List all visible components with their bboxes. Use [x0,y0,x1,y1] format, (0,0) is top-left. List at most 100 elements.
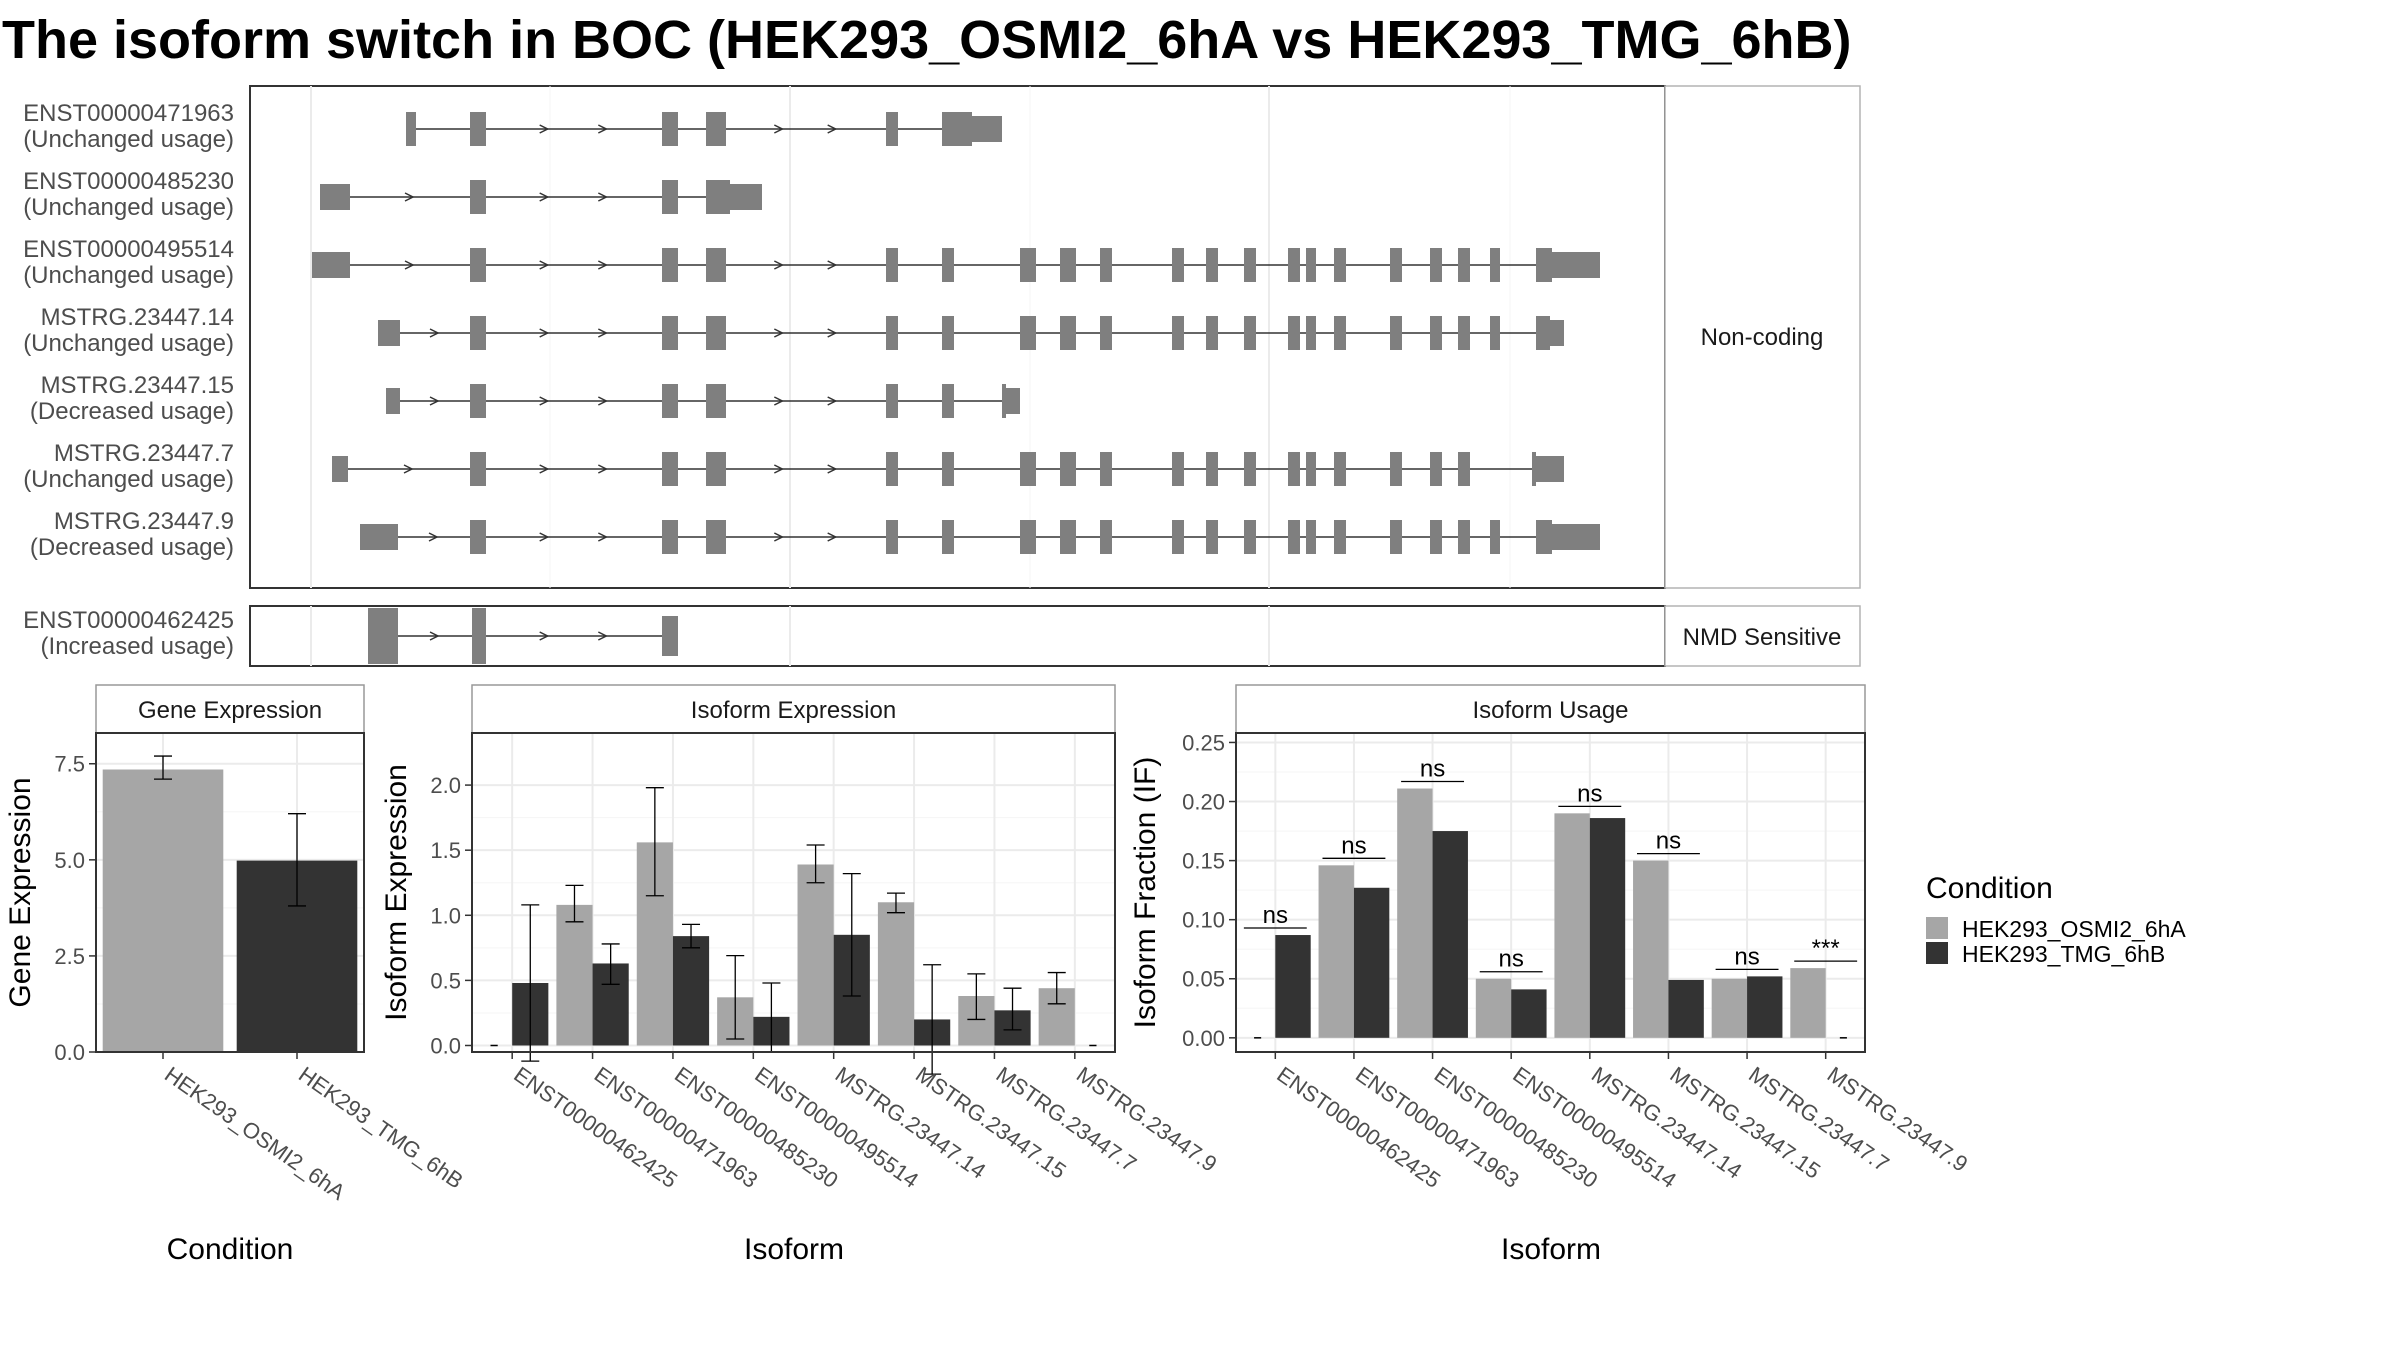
gene-expression-chart: Gene Expression0.02.55.07.5HEK293_OSMI2_… [4,684,468,1266]
exon-6-5 [942,520,954,554]
legend: Condition HEK293_OSMI2_6hA HEK293_TMG_6h… [1926,872,2186,967]
ytick-label-0: 0.0 [430,1033,461,1058]
exon-5-6 [1020,452,1036,486]
exon-3-6 [1020,316,1036,350]
legend-label-tmg: HEK293_TMG_6hB [1962,941,2165,967]
intron-arrow-4-0-1 [429,396,440,406]
exon-7-0 [368,608,398,664]
transcript-id-label: ENST00000495514 [23,236,234,263]
bar-5-0 [1633,860,1669,1038]
exon-2-14 [1334,248,1346,282]
sig-label-6: ns [1734,943,1759,970]
transcript-id-label: MSTRG.23447.7 [54,440,234,467]
bar-0-1 [1275,935,1311,1038]
transcript-id-label: MSTRG.23447.14 [41,304,234,331]
transcript-id-label: ENST00000462425 [23,607,234,634]
ytick-label-1: 0.05 [1182,967,1225,992]
bar-5-0 [877,902,915,1046]
exon-5-10 [1206,452,1218,486]
exon-0-4 [886,112,898,146]
exon-5-3 [706,452,726,486]
exon-3-9 [1172,316,1184,350]
intron-arrow-3-3-1 [773,328,785,338]
exon-3-4 [886,316,898,350]
exon-3-15 [1390,316,1402,350]
exon-1-1 [470,180,486,214]
exon-4-3 [706,384,726,418]
bar-4-0 [1554,813,1590,1038]
ytick-label-3: 7.5 [54,752,85,777]
transcript-id-label: ENST00000471963 [23,100,234,127]
ytick-label-3: 1.5 [430,838,461,863]
exon-6-17 [1458,520,1470,554]
sig-label-0: ns [1263,902,1288,929]
exon-2-18 [1490,248,1500,282]
exon-2-15 [1390,248,1402,282]
intron-arrow-3-1-2 [597,328,609,338]
intron-arrow-6-1-2 [597,532,609,542]
exon-6-2 [662,520,678,554]
exon-5-18 [1532,452,1536,486]
exon-2-1 [470,248,486,282]
exon-1-0 [320,184,350,210]
bar-7-0 [1790,968,1826,1038]
transcript-status-label: (Decreased usage) [30,398,234,425]
exon-2-8 [1100,248,1112,282]
exon-4-4 [886,384,898,418]
exon-5-17 [1458,452,1470,486]
intron-arrow-5-1-1 [539,464,550,474]
exon-6-8 [1100,520,1112,554]
exon-1-4 [730,184,762,210]
exon-2-6 [1020,248,1036,282]
y-axis-title: Isoform Fraction (IF) [1129,757,1162,1029]
exon-4-0 [386,388,400,414]
bar-1-0 [556,904,593,1046]
bar-0-0 [102,769,224,1052]
intron-arrow-6-3-2 [827,532,838,542]
exon-0-2 [662,112,678,146]
transcript-status-label: (Decreased usage) [30,534,234,561]
intron-arrow-2-1-2 [597,260,609,270]
ytick-label-2: 5.0 [54,848,85,873]
exon-0-1 [470,112,486,146]
exon-1-3 [706,180,730,214]
ytick-label-0: 0.0 [54,1040,85,1065]
bar-4-1 [1589,818,1626,1038]
strip-box [471,684,1116,734]
intron-arrow-5-0-1 [403,464,414,474]
intron-arrow-5-3-2 [827,464,838,474]
exon-2-7 [1060,248,1076,282]
ytick-label-4: 2.0 [430,773,461,798]
exon-3-17 [1458,316,1470,350]
exon-3-13 [1306,316,1316,350]
intron-arrow-7-0-1 [429,631,440,641]
intron-arrow-0-1-1 [539,124,550,134]
exon-2-12 [1288,248,1300,282]
intron-arrow-4-3-1 [773,396,785,406]
noncoding-panel-frame [249,85,1666,589]
nmd-strip [1664,605,1861,667]
sig-label-2: ns [1420,756,1445,783]
exon-5-4 [886,452,898,486]
intron-arrow-2-3-2 [827,260,838,270]
exon-3-11 [1244,316,1256,350]
exon-5-0 [332,456,348,482]
intron-arrow-2-1-1 [539,260,550,270]
y-axis-title: Isoform Expression [380,764,413,1021]
exon-6-9 [1172,520,1184,554]
ytick-label-4: 0.20 [1182,790,1225,815]
bar-1-0 [1318,865,1354,1038]
exon-6-7 [1060,520,1076,554]
legend-swatch-osmi [1926,917,1948,939]
sig-label-4: ns [1577,780,1602,807]
intron-arrow-4-3-2 [827,396,838,406]
exon-5-13 [1306,452,1316,486]
nmd-strip-label: NMD Sensitive [1683,624,1842,651]
exon-4-1 [470,384,486,418]
intron-arrow-1-1-2 [597,192,609,202]
exon-3-14 [1334,316,1346,350]
intron-arrow-1-0-1 [404,192,415,202]
exon-2-3 [706,248,726,282]
exon-2-13 [1306,248,1316,282]
figure-title: The isoform switch in BOC (HEK293_OSMI2_… [2,10,1851,70]
